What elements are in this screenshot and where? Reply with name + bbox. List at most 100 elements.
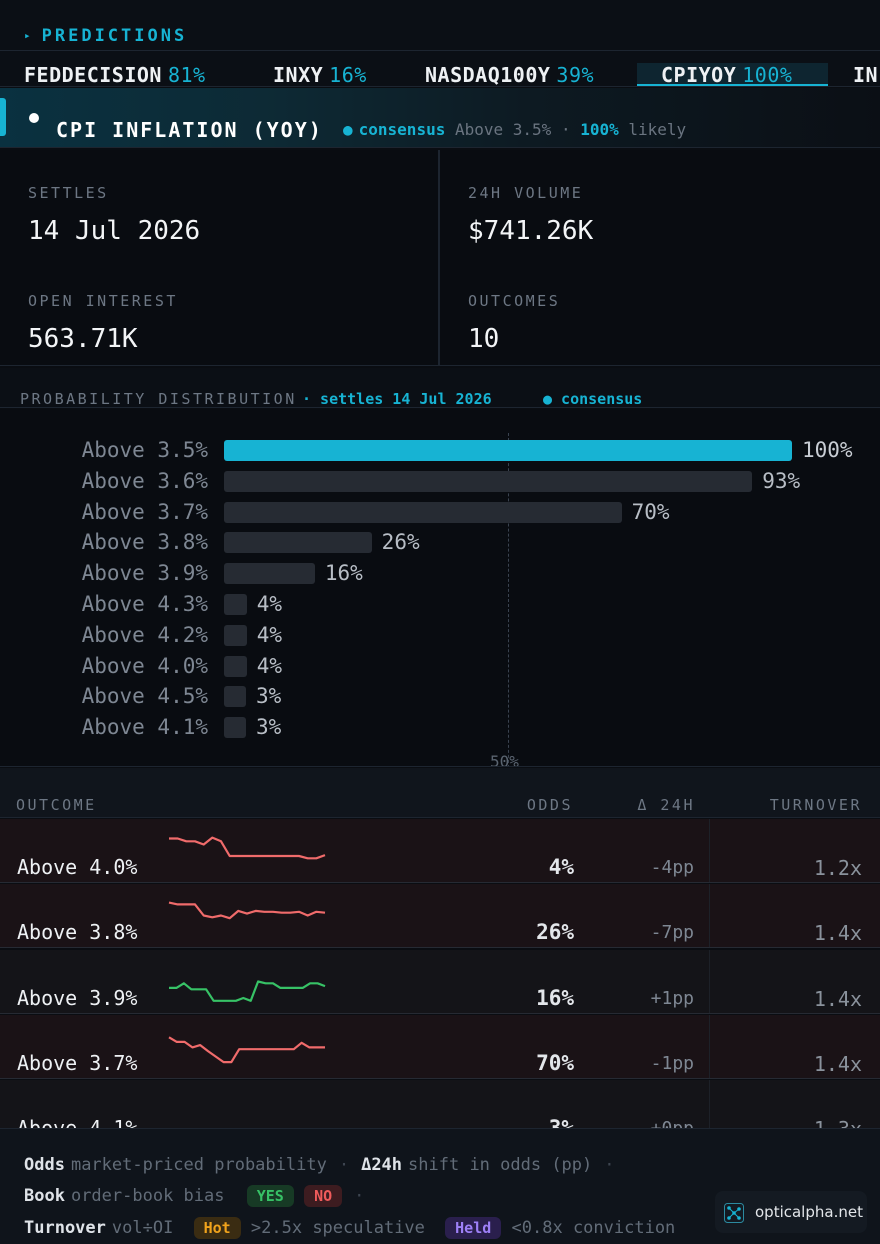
market-stats: SETTLES 14 Jul 2026 24H VOLUME $741.26K … xyxy=(0,150,880,366)
tab-label: CPIYOY xyxy=(661,63,737,87)
legend-book-term: Book xyxy=(24,1186,65,1206)
consensus-suffix: likely xyxy=(628,120,687,139)
table-row[interactable]: Above 3.9% 16% +1pp 1.4x xyxy=(0,949,880,1014)
outcome-name: Above 4.0% xyxy=(17,855,138,879)
bar-label: Above 4.2% xyxy=(81,622,208,647)
midline-50 xyxy=(508,433,509,766)
table-row[interactable]: Above 3.8% 26% -7pp 1.4x xyxy=(0,884,880,949)
delta-value: -7pp xyxy=(650,922,694,944)
open-interest-value: 563.71K xyxy=(28,324,138,354)
bar-value: 26% xyxy=(381,530,420,555)
bar-label: Above 4.0% xyxy=(81,653,208,678)
sparkline-path xyxy=(168,1036,325,1064)
delta-value: -4pp xyxy=(650,857,694,878)
outcome-name: Above 3.9% xyxy=(17,985,138,1010)
volume-value: $741.26K xyxy=(468,216,594,246)
consensus-pct: 100% xyxy=(580,120,619,139)
distribution-row: Above 3.8% 26% xyxy=(0,527,880,558)
distribution-row: Above 4.0% 4% xyxy=(0,651,880,682)
status-dot-icon xyxy=(29,113,39,123)
tab-label: NASDAQ100Y xyxy=(425,63,551,87)
column-divider xyxy=(709,949,710,1013)
tab-feddecision[interactable]: FEDDECISION 81% xyxy=(24,63,206,87)
distribution-row: Above 4.3% 4% xyxy=(0,589,880,620)
bar-value: 100% xyxy=(802,438,853,462)
legend-odds-term: Odds xyxy=(24,1155,65,1175)
bar-label: Above 3.5% xyxy=(81,438,208,462)
network-logo-icon xyxy=(724,1203,744,1227)
tab-cpiyoy[interactable]: CPIYOY 100% xyxy=(637,63,828,87)
bar-value: 4% xyxy=(256,592,283,616)
table-row[interactable]: Above 3.7% 70% -1pp 1.4x xyxy=(0,1014,880,1079)
sparkline xyxy=(169,979,326,1002)
distribution-consensus-note: ● consensus xyxy=(543,390,643,408)
yes-badge: YES xyxy=(246,1185,294,1207)
bar-value: 3% xyxy=(256,684,282,709)
consensus-label: consensus xyxy=(358,120,446,139)
bar-label: Above 4.5% xyxy=(81,684,208,709)
odds-value: 26% xyxy=(536,920,574,945)
bar-label: Above 3.6% xyxy=(81,468,208,493)
probability-bar xyxy=(224,686,246,708)
turnover-value: 1.4x xyxy=(813,986,862,1011)
distribution-settles-note: · settles 14 Jul 2026 xyxy=(302,390,492,408)
market-tabs: FEDDECISION 81% INXY 16% NASDAQ100Y 39% CPI… xyxy=(0,50,880,87)
probability-bar xyxy=(224,501,622,523)
brand-badge[interactable]: opticalpha.net xyxy=(715,1191,867,1233)
held-badge: Held xyxy=(445,1217,502,1239)
tab-label: INXY xyxy=(273,63,324,87)
legend-separator: · xyxy=(354,1186,365,1206)
legend-odds-desc: market-priced probability xyxy=(70,1155,327,1175)
tab-label: FEDDECISION xyxy=(24,63,162,87)
header: ▸ PREDICTIONS xyxy=(0,0,880,50)
legend-book-desc: order-book bias xyxy=(70,1186,225,1206)
brand-name: opticalpha.net xyxy=(755,1203,863,1221)
settles-value: 14 Jul 2026 xyxy=(28,216,201,246)
market-name: CPI INFLATION (YOY) xyxy=(56,118,323,142)
odds-value: 16% xyxy=(536,985,574,1010)
probability-bar xyxy=(224,655,247,677)
sparkline xyxy=(168,1036,325,1064)
outcomes-value: 10 xyxy=(468,324,500,354)
sparkline-path xyxy=(169,979,326,1002)
sparkline xyxy=(169,836,326,860)
sparkline-path xyxy=(168,901,326,920)
legend-delta-term: Δ24h xyxy=(361,1155,403,1175)
legend-turnover-term: Turnover xyxy=(24,1218,106,1238)
tab-pct: 81% xyxy=(167,63,206,87)
distribution-row: Above 4.1% 3% xyxy=(0,712,880,743)
bar-value: 3% xyxy=(256,715,282,740)
distribution-row: Above 3.9% 16% xyxy=(0,558,880,589)
outcome-name: Above 3.7% xyxy=(17,1050,138,1075)
volume-label: 24H VOLUME xyxy=(468,184,584,202)
legend-line-2: Book order-book bias YES NO · xyxy=(24,1185,376,1207)
sparkline xyxy=(168,901,326,920)
odds-value: 4% xyxy=(548,855,574,879)
caret-icon: ▸ xyxy=(24,29,34,42)
consensus-summary: ● consensus Above 3.5% · 100% likely xyxy=(343,120,686,139)
outcomes-label: OUTCOMES xyxy=(468,292,561,310)
column-divider xyxy=(709,1080,710,1144)
outcome-name: Above 3.8% xyxy=(17,920,138,945)
tab-pct: 39% xyxy=(556,63,595,87)
legend-turnover-desc: vol÷OI xyxy=(111,1218,174,1238)
tab-nasdaq100y[interactable]: NASDAQ100Y 39% xyxy=(425,63,595,87)
table-row[interactable]: Above 4.0% 4% -4pp 1.2x xyxy=(0,819,880,883)
turnover-value: 1.2x xyxy=(813,856,862,880)
active-market-row[interactable]: CPI INFLATION (YOY) ● consensus Above 3.5… xyxy=(0,88,880,148)
settles-label: SETTLES xyxy=(28,184,109,202)
tab-inxy[interactable]: INXY 16% xyxy=(273,63,367,87)
distribution-header: PROBABILITY DISTRIBUTION · settles 14 Ju… xyxy=(0,368,880,408)
active-tab-indicator xyxy=(637,84,828,86)
open-interest-label: OPEN INTEREST xyxy=(28,292,178,310)
section-title-label: PREDICTIONS xyxy=(41,26,188,46)
column-divider xyxy=(709,819,710,882)
delta-value: -1pp xyxy=(650,1052,694,1074)
column-outcome: OUTCOME xyxy=(16,796,97,814)
active-indicator xyxy=(0,98,6,136)
probability-bar xyxy=(224,440,792,461)
bar-label: Above 3.7% xyxy=(81,499,208,524)
distribution-row: Above 4.5% 3% xyxy=(0,681,880,712)
probability-bar xyxy=(224,532,372,554)
tab-in[interactable]: IN xyxy=(853,63,878,86)
